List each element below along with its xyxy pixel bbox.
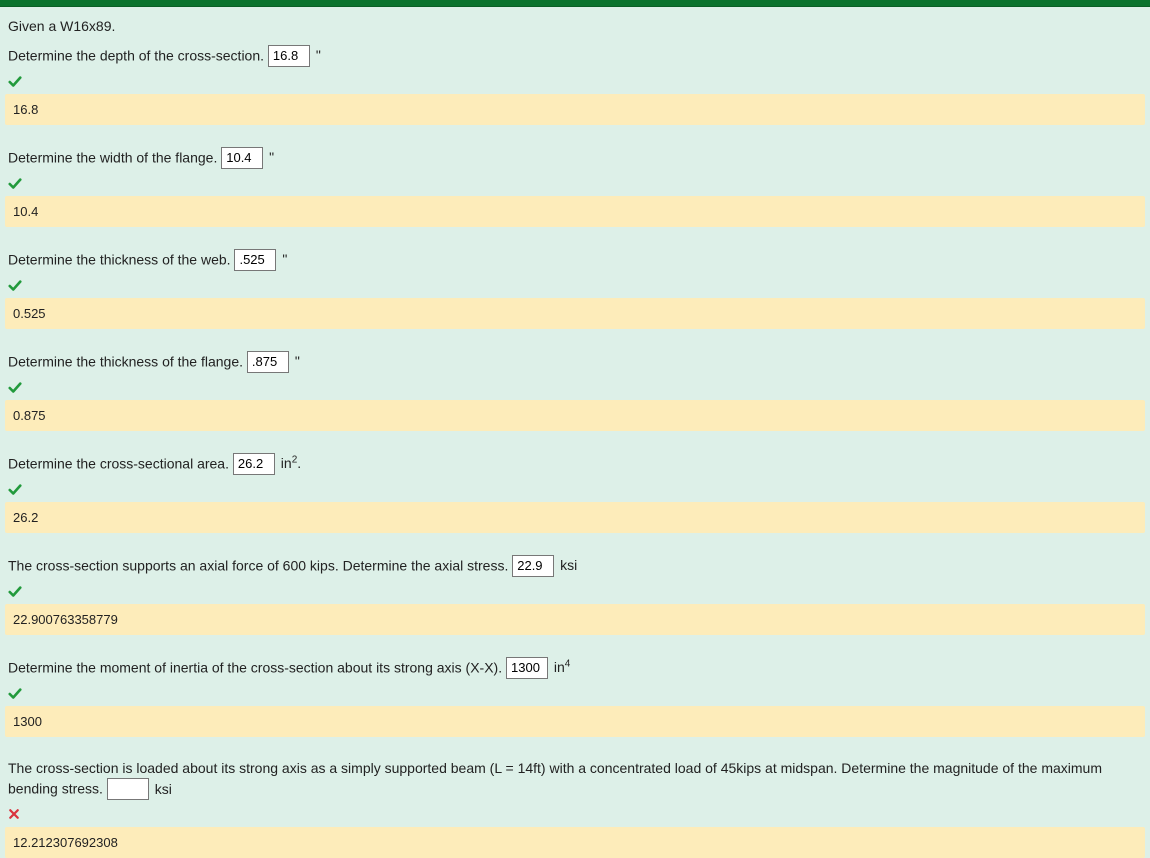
question-line: Determine the thickness of the web. " xyxy=(8,249,1142,271)
spacer xyxy=(0,635,1150,657)
question-prompt: Determine the thickness of the web. xyxy=(8,251,231,267)
answer-input[interactable] xyxy=(506,657,548,679)
unit-label: " xyxy=(269,149,274,165)
answer-input[interactable] xyxy=(233,453,275,475)
question-line: The cross-section is loaded about its st… xyxy=(8,759,1142,801)
top-bar xyxy=(0,0,1150,7)
question-block: Determine the depth of the cross-section… xyxy=(0,45,1150,92)
check-icon xyxy=(8,585,22,599)
spacer xyxy=(0,125,1150,147)
question-prompt: Determine the thickness of the flange. xyxy=(8,353,243,369)
answer-input[interactable] xyxy=(247,351,289,373)
answer-input[interactable] xyxy=(107,778,149,800)
check-icon xyxy=(8,381,22,395)
question-block: Determine the thickness of the web. " xyxy=(0,249,1150,296)
unit-label: " xyxy=(282,251,287,267)
unit-label: in2. xyxy=(281,455,301,471)
unit-label: ksi xyxy=(560,557,577,573)
spacer xyxy=(0,431,1150,453)
mark-row xyxy=(8,177,1142,194)
check-icon xyxy=(8,75,22,89)
unit-label: ksi xyxy=(155,781,172,797)
question-block: Determine the moment of inertia of the c… xyxy=(0,657,1150,704)
question-prompt: Determine the moment of inertia of the c… xyxy=(8,659,502,675)
cross-icon xyxy=(8,808,22,822)
correct-answer-box: 10.4 xyxy=(5,196,1145,227)
unit-label: in4 xyxy=(554,659,570,675)
mark-row xyxy=(8,585,1142,602)
intro-block: Given a W16x89. xyxy=(0,7,1150,37)
question-block: Determine the width of the flange. " xyxy=(0,147,1150,194)
unit-label: " xyxy=(316,47,321,63)
mark-row xyxy=(8,279,1142,296)
correct-answer-box: 22.900763358779 xyxy=(5,604,1145,635)
content-area: Given a W16x89. Determine the depth of t… xyxy=(0,7,1150,858)
question-block: The cross-section supports an axial forc… xyxy=(0,555,1150,602)
question-block: The cross-section is loaded about its st… xyxy=(0,759,1150,826)
question-prompt: Determine the cross-sectional area. xyxy=(8,455,229,471)
question-prompt: Determine the depth of the cross-section… xyxy=(8,47,264,63)
mark-row xyxy=(8,483,1142,500)
unit-label: " xyxy=(295,353,300,369)
question-prompt: The cross-section is loaded about its st… xyxy=(8,760,1102,797)
question-line: Determine the thickness of the flange. " xyxy=(8,351,1142,373)
answer-input[interactable] xyxy=(512,555,554,577)
correct-answer-box: 26.2 xyxy=(5,502,1145,533)
answer-input[interactable] xyxy=(234,249,276,271)
question-block: Determine the thickness of the flange. " xyxy=(0,351,1150,398)
intro-text: Given a W16x89. xyxy=(8,17,1142,37)
correct-answer-box: 1300 xyxy=(5,706,1145,737)
check-icon xyxy=(8,687,22,701)
question-line: The cross-section supports an axial forc… xyxy=(8,555,1142,577)
mark-row xyxy=(8,75,1142,92)
mark-row xyxy=(8,381,1142,398)
check-icon xyxy=(8,279,22,293)
spacer xyxy=(0,533,1150,555)
check-icon xyxy=(8,483,22,497)
mark-row xyxy=(8,687,1142,704)
question-line: Determine the moment of inertia of the c… xyxy=(8,657,1142,679)
spacer xyxy=(0,227,1150,249)
question-line: Determine the depth of the cross-section… xyxy=(8,45,1142,67)
check-icon xyxy=(8,177,22,191)
spacer xyxy=(0,737,1150,759)
answer-input[interactable] xyxy=(221,147,263,169)
question-line: Determine the width of the flange. " xyxy=(8,147,1142,169)
question-prompt: Determine the width of the flange. xyxy=(8,149,217,165)
question-prompt: The cross-section supports an axial forc… xyxy=(8,557,508,573)
spacer xyxy=(0,329,1150,351)
correct-answer-box: 16.8 xyxy=(5,94,1145,125)
answer-input[interactable] xyxy=(268,45,310,67)
correct-answer-box: 12.212307692308 xyxy=(5,827,1145,858)
mark-row xyxy=(8,808,1142,825)
question-block: Determine the cross-sectional area. in2. xyxy=(0,453,1150,500)
correct-answer-box: 0.525 xyxy=(5,298,1145,329)
correct-answer-box: 0.875 xyxy=(5,400,1145,431)
question-line: Determine the cross-sectional area. in2. xyxy=(8,453,1142,475)
